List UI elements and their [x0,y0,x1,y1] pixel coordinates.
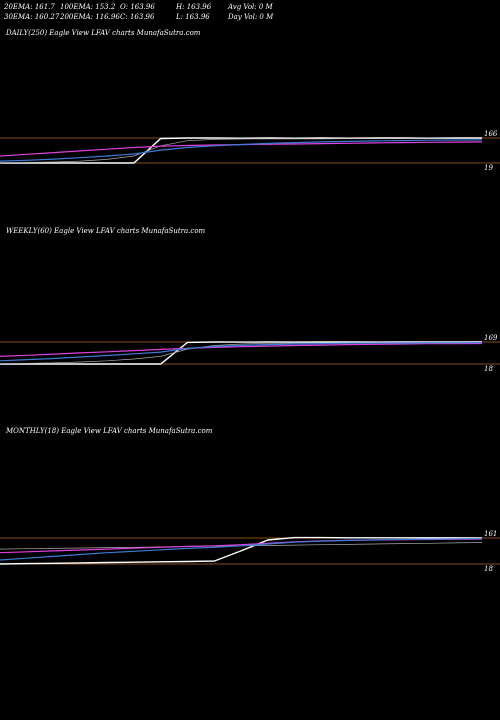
y-axis-label: 18 [484,565,493,573]
stat-200ema: 200EMA: 116.96 [60,13,120,21]
price-line [0,341,482,365]
ema-blue-line [0,538,483,561]
stat-close: C: 163.96 [120,13,155,21]
ema-magenta-line [0,342,483,357]
weekly-panel-title: WEEKLY(60) Eagle View LFAV charts Munafa… [6,227,206,235]
price-line [0,137,482,164]
y-axis-label: 18 [484,365,493,373]
stat-low: L: 163.96 [176,13,210,21]
ema-blue-line [0,342,483,362]
daily-chart: 166 19 [0,130,500,172]
monthly-chart: 161 18 [0,530,500,573]
monthly-panel-title: MONTHLY(18) Eagle View LFAV charts Munaf… [6,427,213,435]
stat-avg-vol: Avg Vol: 0 M [228,3,273,11]
ema-grey-line [0,138,482,164]
y-axis-label: 169 [484,334,498,342]
stat-100ema: 100EMA: 153.2 [60,3,116,11]
stat-day-vol: Day Vol: 0 M [228,13,274,21]
ema-blue-line [0,139,483,162]
stat-20ema: 20EMA: 161.7 [4,3,55,11]
price-line [0,536,483,565]
y-axis-label: 166 [484,130,498,138]
stat-30ema: 30EMA: 160.27 [4,13,60,21]
daily-panel-title: DAILY(250) Eagle View LFAV charts Munafa… [6,29,201,37]
y-axis-label: 161 [484,530,497,538]
stat-high: H: 163.96 [176,3,212,11]
weekly-chart: 169 18 [0,334,500,373]
y-axis-label: 19 [484,164,493,172]
stat-open: O: 163.96 [120,3,155,11]
